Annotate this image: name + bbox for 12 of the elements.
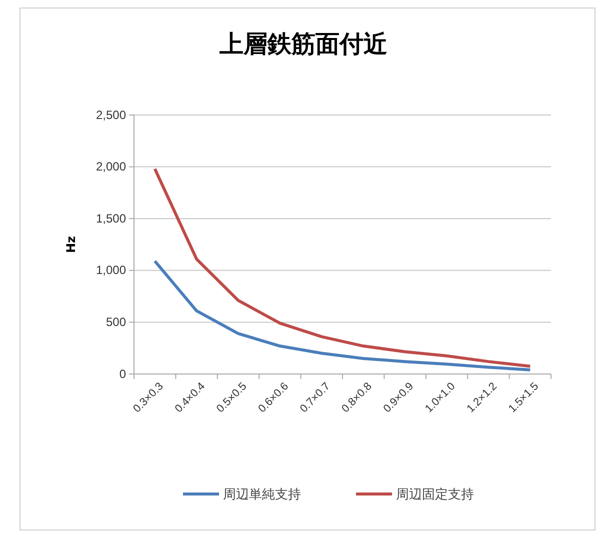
y-tick-label: 1,000 [96,263,126,278]
y-tick-label: 0 [119,366,126,381]
y-tick-label: 2,500 [96,108,126,122]
chart-title: 上層鉄筋面付近 [218,30,388,58]
y-axis-title: Hz [64,236,78,254]
line-series [153,167,532,368]
y-tick-label: 1,500 [96,211,126,226]
y-tick-label: 500 [106,315,126,330]
legend-label: 周辺固定支持 [396,488,474,503]
legend-label: 周辺単純支持 [223,488,301,503]
line-series [153,260,532,372]
y-tick-label: 2,000 [96,160,126,174]
